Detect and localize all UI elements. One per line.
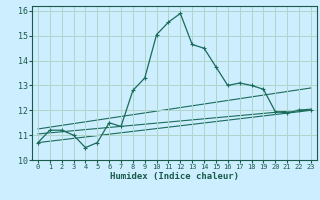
X-axis label: Humidex (Indice chaleur): Humidex (Indice chaleur)	[110, 172, 239, 181]
